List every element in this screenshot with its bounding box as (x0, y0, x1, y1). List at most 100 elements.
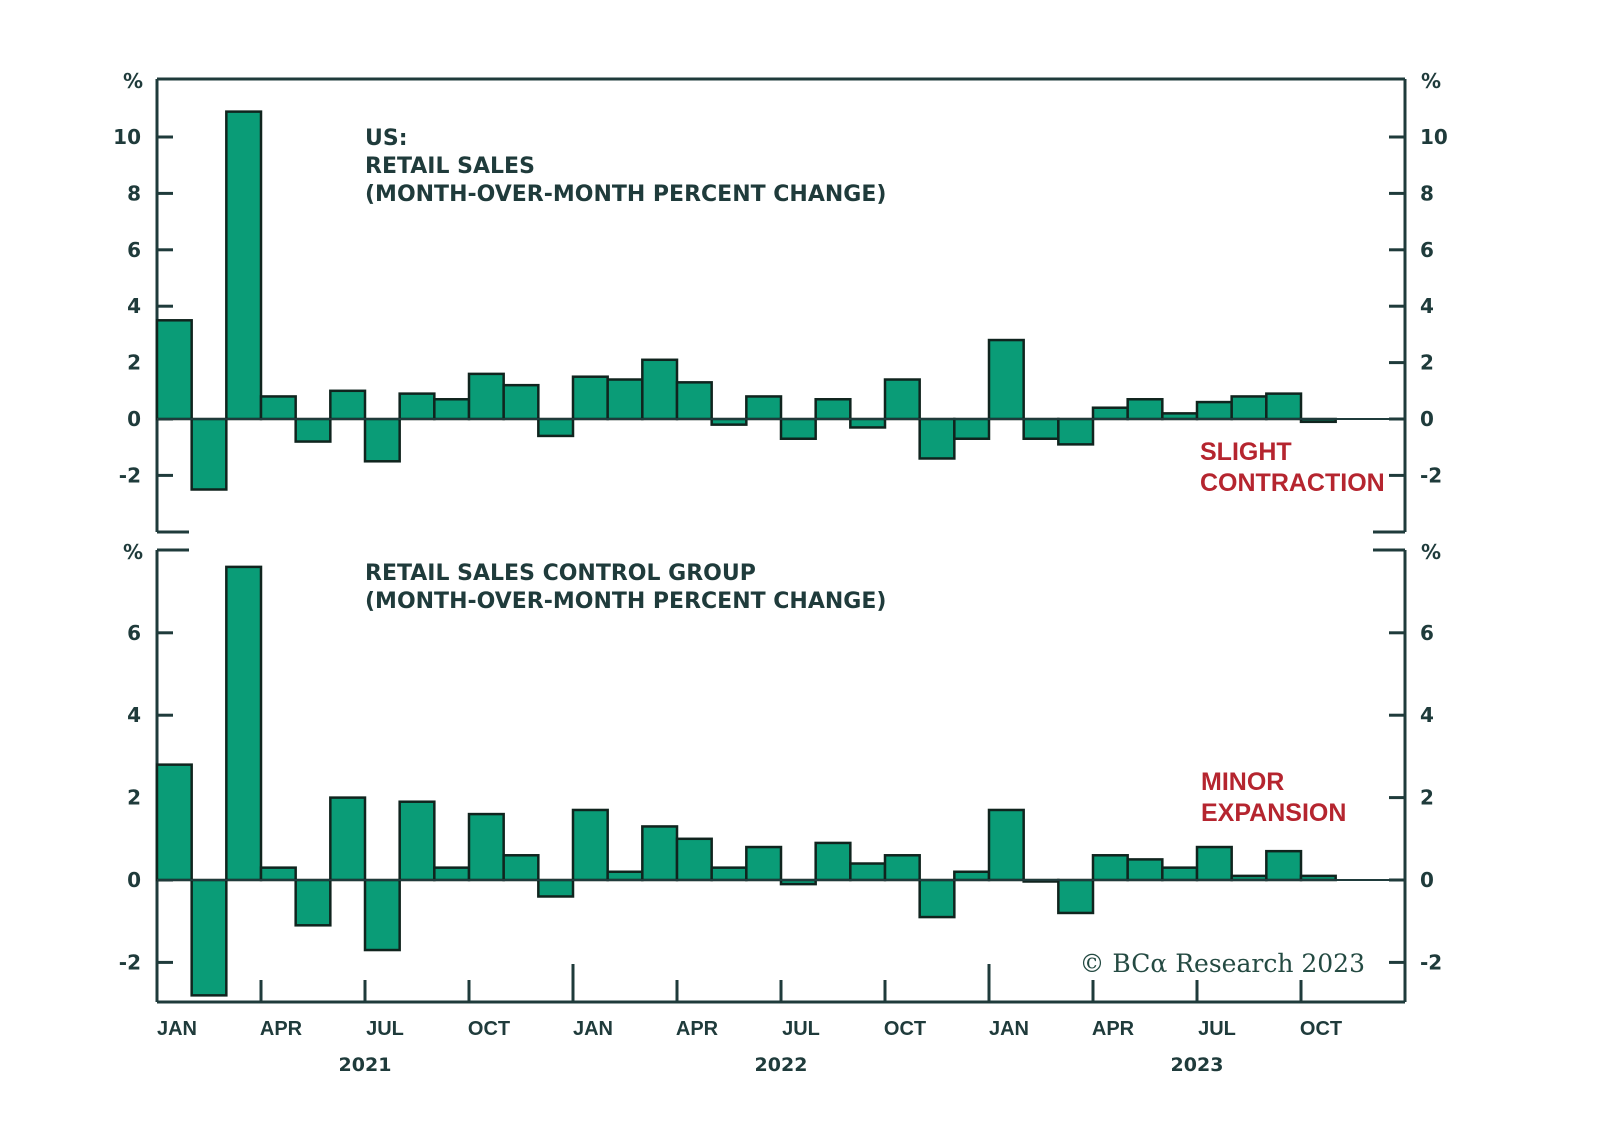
bar (675, 381, 713, 421)
y-axis-unit-label-right: % (1421, 69, 1441, 93)
bar (1057, 417, 1095, 446)
bar (537, 417, 575, 438)
x-tick-label: APR (260, 1018, 303, 1040)
x-tick-label: JUL (1198, 1018, 1236, 1040)
bar (1230, 395, 1268, 421)
y-axis-unit-label-right: % (1421, 540, 1441, 564)
bar (953, 870, 991, 882)
y-tick-label-right: 6 (1420, 621, 1434, 645)
y-tick-label-right: 2 (1420, 786, 1434, 810)
bar (953, 417, 991, 440)
annotation-line: SLIGHT (1200, 438, 1292, 466)
y-tick-label-left: 2 (127, 351, 141, 375)
bar (294, 417, 332, 443)
bar (987, 808, 1025, 882)
x-tick-label: JUL (366, 1018, 404, 1040)
panel-title-line: (MONTH-OVER-MONTH PERCENT CHANGE) (365, 182, 886, 207)
bar (467, 812, 505, 882)
y-tick-label-right: -2 (1420, 463, 1442, 487)
bar (1126, 858, 1164, 882)
bar (918, 878, 956, 919)
bar (571, 375, 609, 421)
bar (259, 395, 297, 421)
bar (259, 866, 297, 882)
bar (398, 392, 436, 421)
bar (641, 358, 679, 421)
x-tick-label: APR (676, 1018, 719, 1040)
y-tick-label-left: -2 (119, 950, 141, 974)
y-axis-unit-label-left: % (123, 540, 143, 564)
y-tick-label-right: 4 (1420, 703, 1434, 727)
panel-title-line: US: (365, 126, 408, 151)
bar (467, 372, 505, 421)
panel-title-line: RETAIL SALES CONTROL GROUP (365, 561, 756, 586)
bottom-panel: % % -2 -2 0 0 2 2 4 4 6 6 RETAIL SALES CONTROL GROUP… (119, 540, 1442, 1004)
y-tick-label-left: 4 (127, 294, 141, 318)
bar (294, 878, 332, 927)
y-tick-label-left: 2 (127, 786, 141, 810)
x-tick-label: APR (1092, 1018, 1135, 1040)
y-tick-label-left: 6 (127, 238, 141, 262)
bar (606, 870, 644, 882)
bar (1126, 398, 1164, 421)
bar (1195, 845, 1233, 882)
bar (675, 837, 713, 882)
bar (363, 417, 401, 463)
bar (1265, 392, 1303, 421)
bar (849, 417, 887, 429)
x-year-label: 2022 (755, 1054, 808, 1076)
x-tick-label: JAN (989, 1018, 1029, 1040)
x-tick-label: OCT (468, 1018, 510, 1040)
bar (745, 845, 783, 882)
y-tick-label-left: 8 (127, 181, 141, 205)
y-tick-label-left: 4 (127, 703, 141, 727)
bar (1057, 878, 1095, 915)
y-axis-unit-label-left: % (123, 69, 143, 93)
annotation-line: MINOR (1201, 768, 1284, 796)
top-panel: % % -2 -2 0 0 2 2 4 4 6 6 8 8 10 10 US: RETAIL SALES (MONT… (113, 69, 1448, 534)
y-tick-label-right: 10 (1420, 125, 1448, 149)
bar (849, 862, 887, 882)
bar (1265, 849, 1303, 882)
y-tick-label-left: -2 (119, 463, 141, 487)
bar (779, 417, 817, 440)
bar (987, 338, 1025, 421)
annotation-line: EXPANSION (1201, 799, 1346, 827)
bar (814, 398, 852, 421)
bar (883, 854, 921, 882)
y-tick-label-right: 4 (1420, 294, 1434, 318)
x-tick-label: JAN (573, 1018, 613, 1040)
bar (433, 866, 471, 882)
bar (155, 763, 193, 882)
bar (502, 854, 540, 882)
y-tick-label-right: 6 (1420, 238, 1434, 262)
y-tick-label-right: -2 (1420, 950, 1442, 974)
bar (225, 565, 263, 882)
copyright-watermark: © BCα Research 2023 (1079, 949, 1365, 978)
y-tick-label-right: 0 (1420, 868, 1434, 892)
bar (1091, 406, 1129, 421)
bar (537, 878, 575, 898)
y-tick-label-right: 0 (1420, 407, 1434, 431)
bar (190, 417, 228, 491)
bar (606, 378, 644, 421)
annotation-line: CONTRACTION (1200, 469, 1385, 497)
y-tick-label-right: 2 (1420, 351, 1434, 375)
bar (1091, 854, 1129, 882)
bar (433, 398, 471, 421)
bar (398, 800, 436, 882)
bar (883, 378, 921, 421)
y-tick-label-left: 0 (127, 407, 141, 431)
x-tick-label: JAN (157, 1018, 197, 1040)
bar (1195, 400, 1233, 421)
x-tick-label: JUL (782, 1018, 820, 1040)
bar (814, 841, 852, 882)
bar (710, 866, 748, 882)
bar (1161, 866, 1199, 882)
bar (225, 110, 263, 421)
x-axis: JAN APR JUL OCT JAN APR JUL OCT JAN APR JUL OCT 2021… (157, 964, 1342, 1076)
bar (571, 808, 609, 882)
bar (363, 878, 401, 952)
x-year-label: 2023 (1171, 1054, 1224, 1076)
